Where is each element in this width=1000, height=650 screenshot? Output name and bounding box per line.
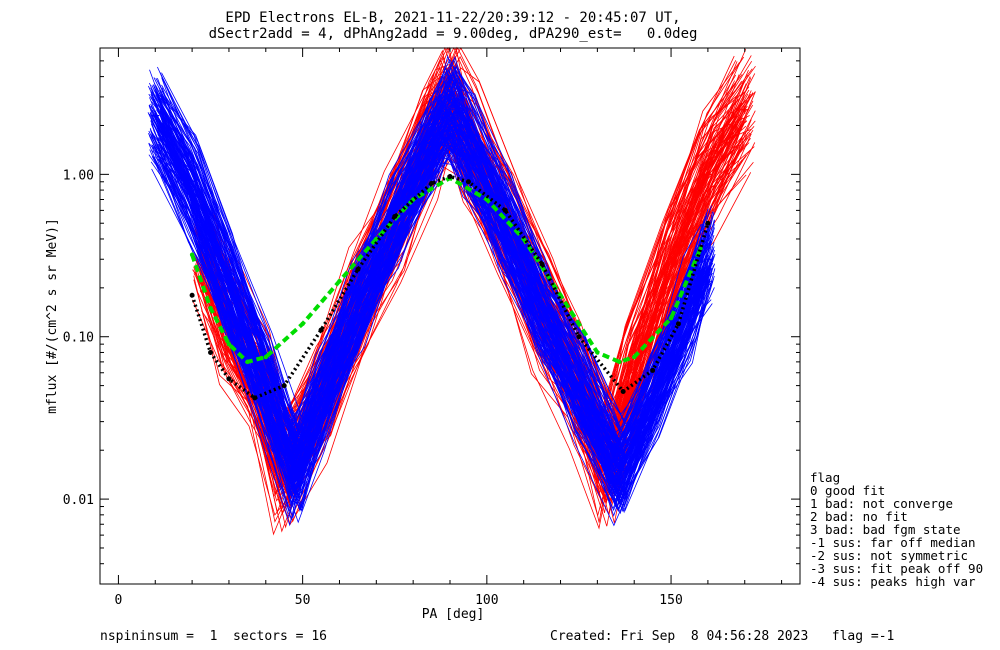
data-point bbox=[595, 350, 600, 355]
data-point bbox=[615, 466, 624, 475]
series-line bbox=[154, 108, 709, 473]
data-point bbox=[620, 388, 626, 394]
series-line bbox=[153, 116, 707, 511]
data-point bbox=[574, 381, 583, 390]
data-point bbox=[617, 359, 622, 365]
data-point bbox=[703, 255, 712, 264]
data-point bbox=[502, 207, 508, 213]
data-point bbox=[392, 214, 398, 220]
x-tick-label: 0 bbox=[115, 593, 123, 608]
series-line bbox=[153, 132, 708, 504]
data-point bbox=[208, 349, 214, 355]
series-line bbox=[151, 134, 705, 522]
data-point bbox=[667, 255, 676, 264]
series-blue-bundle bbox=[147, 54, 716, 527]
legend-entry: -1 sus: far off median bbox=[810, 535, 976, 550]
legend: flag 0 good fit 1 bad: not converge 2 ba… bbox=[810, 470, 983, 589]
data-point bbox=[189, 292, 195, 298]
chart-title: EPD Electrons EL-B, 2021-11-22/20:39:12 … bbox=[225, 10, 680, 26]
data-marks bbox=[147, 46, 756, 536]
data-point bbox=[374, 236, 379, 242]
series-line bbox=[161, 66, 715, 438]
data-point bbox=[538, 304, 547, 313]
data-point bbox=[355, 266, 361, 272]
y-tick-label: 0.10 bbox=[63, 331, 94, 346]
data-point bbox=[226, 376, 232, 382]
data-point bbox=[740, 105, 749, 114]
y-tick-label: 0.01 bbox=[63, 493, 94, 508]
series-line bbox=[156, 77, 710, 455]
series-line bbox=[153, 69, 707, 441]
data-point bbox=[252, 395, 258, 401]
legend-entry: 1 bad: not converge bbox=[810, 496, 953, 511]
data-point bbox=[685, 304, 694, 313]
data-point bbox=[484, 197, 490, 202]
data-point bbox=[291, 466, 300, 475]
data-point bbox=[300, 321, 305, 327]
data-point bbox=[427, 141, 436, 150]
data-point bbox=[576, 334, 582, 340]
footer-right: Created: Fri Sep 8 04:56:28 2023 flag =-… bbox=[550, 629, 894, 644]
data-point bbox=[245, 359, 250, 365]
data-point bbox=[281, 383, 287, 389]
data-point bbox=[630, 368, 639, 377]
legend-entry: 2 bad: no fit bbox=[810, 509, 908, 524]
series-line bbox=[152, 156, 707, 519]
data-point bbox=[208, 305, 213, 311]
x-tick-label: 50 bbox=[295, 593, 311, 608]
series-line bbox=[159, 55, 713, 453]
data-point bbox=[189, 252, 195, 257]
x-tick-label: 100 bbox=[475, 593, 498, 608]
series-line bbox=[159, 139, 713, 511]
data-point bbox=[429, 180, 435, 186]
series-line bbox=[150, 120, 704, 488]
data-point bbox=[261, 381, 270, 390]
series-line bbox=[153, 94, 707, 483]
data-point bbox=[317, 397, 326, 406]
data-point bbox=[705, 220, 711, 226]
data-point bbox=[632, 354, 637, 360]
legend-entry: -4 sus: peaks high var bbox=[810, 574, 976, 589]
y-tick-label: 1.00 bbox=[63, 168, 94, 183]
data-point bbox=[446, 105, 454, 114]
data-point bbox=[447, 173, 453, 179]
series-black bbox=[189, 173, 711, 401]
series-blue bbox=[151, 105, 712, 475]
data-point bbox=[337, 278, 342, 284]
legend-entry: -3 sus: fit peak off 90 bbox=[810, 561, 983, 576]
data-point bbox=[668, 316, 674, 321]
series-line bbox=[154, 58, 708, 453]
data-point bbox=[698, 246, 703, 251]
chart-subtitle: dSectr2add = 4, dPhAng2add = 9.00deg, dP… bbox=[209, 26, 698, 42]
data-point bbox=[464, 141, 473, 150]
x-axis-label: PA [deg] bbox=[422, 607, 485, 622]
legend-entry: -2 sus: not symmetric bbox=[810, 548, 968, 563]
footer-left: nspininsum = 1 sectors = 16 bbox=[100, 629, 327, 644]
data-point bbox=[224, 283, 233, 292]
y-axis-label: mflux [#/(cm^2 s sr MeV)] bbox=[45, 218, 60, 414]
legend-entry: 0 good fit bbox=[810, 483, 885, 498]
legend-entry: 3 bad: bad fgm state bbox=[810, 522, 961, 537]
data-point bbox=[539, 261, 545, 267]
data-point bbox=[188, 186, 197, 195]
axes: 0 50 100 150 0.01 0.10 1.00 bbox=[63, 47, 800, 608]
data-point bbox=[226, 341, 232, 347]
data-point bbox=[703, 170, 712, 179]
series-line bbox=[190, 175, 703, 365]
data-point bbox=[318, 327, 324, 333]
data-point bbox=[650, 367, 656, 373]
data-point bbox=[465, 179, 471, 185]
data-point bbox=[648, 397, 657, 406]
x-tick-label: 150 bbox=[659, 593, 682, 608]
data-point bbox=[263, 354, 268, 360]
series-line bbox=[190, 174, 710, 400]
data-point bbox=[675, 321, 681, 327]
legend-title: flag bbox=[810, 470, 840, 485]
data-point bbox=[151, 111, 160, 120]
data-point bbox=[353, 304, 362, 313]
